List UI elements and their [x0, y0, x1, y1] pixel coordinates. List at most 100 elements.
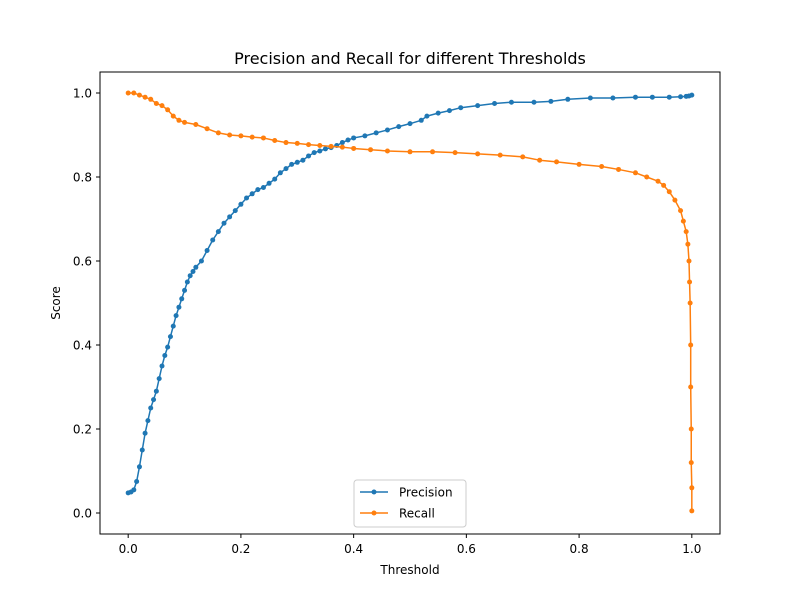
recall-point	[148, 96, 154, 102]
recall-point	[294, 140, 300, 146]
recall-point	[317, 143, 323, 148]
legend: Precision Recall	[353, 479, 467, 528]
precision-point	[339, 140, 345, 146]
recall-point	[165, 107, 171, 113]
precision-line	[127, 94, 693, 494]
recall-point	[430, 149, 436, 155]
recall-point	[687, 279, 693, 285]
precision-point	[283, 166, 289, 172]
precision-point	[159, 363, 165, 369]
recall-point	[131, 90, 137, 96]
recall-point	[680, 218, 686, 224]
precision-point	[322, 146, 328, 152]
recall-point	[689, 485, 695, 491]
precision-point	[210, 237, 216, 243]
recall-point	[176, 117, 182, 123]
precision-point	[384, 127, 390, 133]
precision-point	[407, 121, 413, 127]
recall-point	[351, 145, 357, 151]
recall-point	[683, 229, 689, 235]
recall-point	[339, 144, 345, 150]
x-tick-label: 0.6	[457, 542, 476, 556]
recall-point	[475, 151, 481, 157]
precision-point	[179, 296, 185, 302]
y-tick-label: 0.8	[73, 171, 92, 185]
precision-point	[272, 176, 278, 182]
recall-point	[520, 154, 526, 160]
recall-point	[666, 189, 672, 195]
recall-point	[182, 119, 188, 125]
precision-point	[244, 195, 250, 201]
recall-point	[283, 140, 289, 146]
precision-point	[204, 248, 210, 253]
precision-point	[176, 304, 182, 310]
precision-point	[227, 214, 233, 220]
recall-point	[688, 384, 694, 390]
x-tick-label: 0.8	[570, 542, 589, 556]
legend-precision-label: Precision	[399, 486, 453, 500]
recall-point	[644, 174, 650, 180]
recall-point	[136, 92, 142, 98]
x-tick-label: 0.2	[231, 542, 250, 556]
precision-point	[255, 187, 261, 193]
precision-point	[187, 273, 193, 279]
recall-point	[407, 149, 413, 155]
precision-point	[142, 430, 148, 436]
recall-point	[159, 103, 165, 109]
precision-point	[151, 397, 157, 403]
recall-point	[678, 208, 684, 214]
recall-point	[688, 460, 694, 466]
recall-point	[655, 178, 661, 184]
y-axis-label: Score	[49, 286, 63, 320]
precision-point	[162, 353, 168, 358]
recall-point	[554, 159, 560, 165]
precision-point	[215, 229, 221, 235]
chart-title: Precision and Recall for different Thres…	[234, 49, 586, 68]
precision-point	[131, 487, 137, 493]
precision-point	[475, 103, 481, 109]
precision-point	[492, 101, 498, 106]
x-axis-label: Threshold	[379, 563, 439, 577]
precision-point	[167, 334, 173, 340]
x-tick-label: 1.0	[682, 542, 701, 556]
precision-point	[435, 110, 441, 116]
recall-point	[272, 137, 278, 143]
recall-point	[537, 157, 543, 163]
recall-point	[306, 142, 312, 148]
x-tick-label: 0.0	[119, 542, 138, 556]
precision-point	[458, 105, 464, 111]
precision-point	[345, 137, 351, 143]
x-tick-label: 0.4	[344, 542, 363, 556]
precision-point	[277, 170, 283, 176]
precision-point	[548, 98, 554, 104]
recall-line	[128, 92, 693, 511]
precision-point	[587, 95, 593, 101]
precision-point	[610, 95, 616, 101]
recall-point	[688, 342, 694, 348]
recall-point	[204, 126, 210, 132]
precision-point	[145, 418, 151, 424]
precision-point	[232, 208, 238, 214]
precision-point	[260, 185, 266, 190]
precision-point	[565, 96, 571, 102]
recall-point	[193, 122, 199, 127]
precision-point	[632, 94, 638, 100]
precision-point	[531, 99, 537, 105]
precision-series	[125, 92, 695, 496]
y-tick-label: 0.4	[73, 339, 92, 353]
precision-point	[396, 124, 402, 130]
recall-point	[227, 132, 233, 138]
recall-point	[687, 300, 693, 306]
precision-point	[289, 161, 295, 167]
precision-point	[418, 117, 424, 123]
precision-point	[678, 94, 684, 100]
recall-point	[616, 166, 622, 172]
precision-point	[148, 405, 154, 411]
precision-point	[300, 157, 306, 163]
precision-point	[666, 94, 672, 100]
precision-point	[173, 313, 179, 319]
y-tick-label: 0.6	[73, 255, 92, 269]
recall-point	[170, 113, 176, 119]
